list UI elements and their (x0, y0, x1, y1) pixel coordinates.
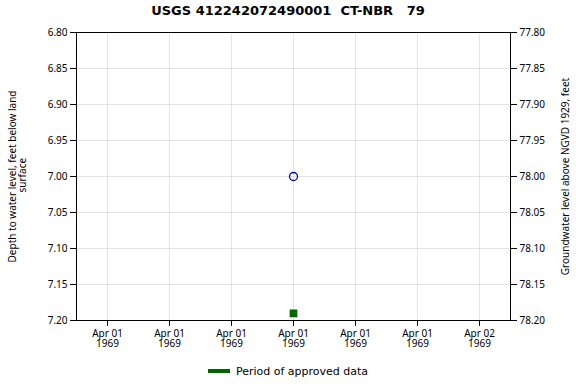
svg-text:78.10: 78.10 (520, 241, 546, 255)
svg-text:Apr 011969: Apr 011969 (92, 326, 123, 350)
svg-text:77.85: 77.85 (520, 61, 546, 75)
svg-text:7.15: 7.15 (48, 277, 68, 291)
svg-text:7.20: 7.20 (48, 313, 68, 327)
svg-text:77.80: 77.80 (520, 25, 546, 39)
svg-text:78.00: 78.00 (520, 169, 546, 183)
html-text:USGS 412242072490001 CT-NBR 79: USGS 412242072490001 CT-NBR 79 (151, 3, 425, 18)
html-text:Period of approved data: Period of approved data (235, 364, 369, 378)
svg-text:Apr 011969: Apr 011969 (402, 326, 433, 350)
svg-text:Apr 011969: Apr 011969 (340, 326, 371, 350)
svg-text:77.90: 77.90 (520, 97, 546, 111)
svg-text:Apr 011969: Apr 011969 (216, 326, 247, 350)
svg-text:6.90: 6.90 (48, 97, 68, 111)
svg-text:77.95: 77.95 (520, 133, 546, 147)
svg-text:7.10: 7.10 (48, 241, 68, 255)
svg-text:7.05: 7.05 (48, 205, 68, 219)
svg-text:Groundwater level above NGVD 1: Groundwater level above NGVD 1929, feet (558, 77, 572, 275)
svg-text:7.00: 7.00 (48, 169, 68, 183)
svg-text:6.85: 6.85 (48, 61, 68, 75)
svg-text:78.05: 78.05 (520, 205, 546, 219)
svg-text:78.15: 78.15 (520, 277, 546, 291)
svg-text:Depth to water level, feet bel: Depth to water level, feet below land su… (5, 91, 29, 263)
svg-text:Apr 011969: Apr 011969 (278, 326, 309, 350)
svg-text:6.95: 6.95 (48, 133, 68, 147)
svg-text:Apr 011969: Apr 011969 (154, 326, 185, 350)
svg-text:Apr 021969: Apr 021969 (464, 326, 495, 350)
svg-text:6.80: 6.80 (48, 25, 68, 39)
svg-text:78.20: 78.20 (520, 313, 546, 327)
